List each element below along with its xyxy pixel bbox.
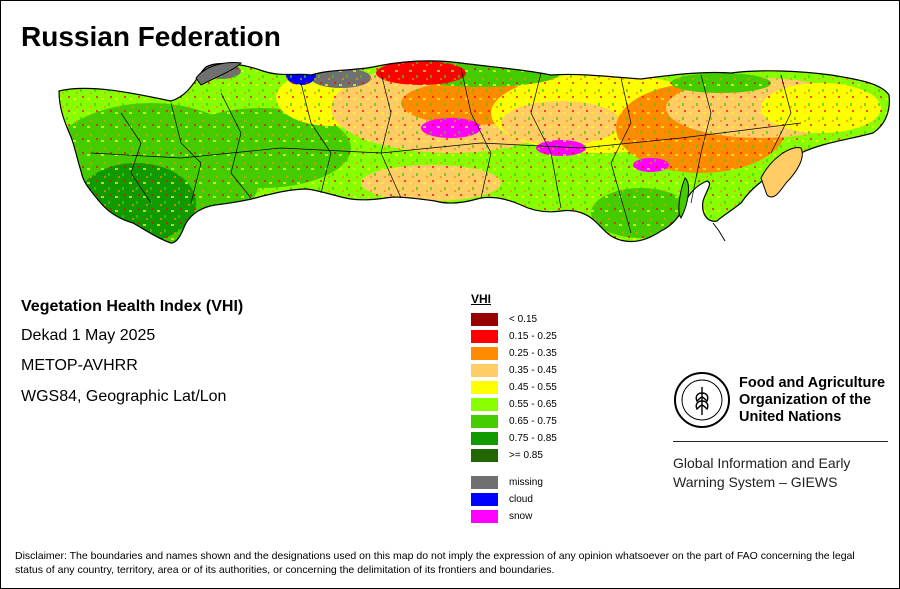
- legend-item: >= 0.85: [471, 446, 543, 463]
- vhi-legend: VHI < 0.15 0.15 - 0.25 0.25 - 0.35 0.35 - 0…: [471, 292, 557, 524]
- legend-label: 0.45 - 0.55: [509, 382, 557, 393]
- legend-label: < 0.15: [509, 314, 538, 325]
- disclaimer: Disclaimer: The boundaries and names sho…: [15, 550, 855, 576]
- legend-label: 0.25 - 0.35: [509, 348, 557, 359]
- legend-item: 0.55 - 0.65: [471, 395, 557, 412]
- legend-label: 0.55 - 0.65: [509, 399, 557, 410]
- legend-special: missing cloud snow: [471, 473, 543, 524]
- fao-name: Food and Agriculture Organization of the…: [739, 375, 885, 426]
- admin-boundaries: [90, 67, 802, 234]
- legend-swatch: [471, 449, 498, 462]
- fao-name-line: United Nations: [739, 409, 842, 425]
- legend-swatch: [471, 476, 498, 489]
- sakhalin-island: [678, 177, 689, 219]
- legend-label: >= 0.85: [509, 450, 543, 461]
- legend-title: VHI: [471, 292, 492, 306]
- map-title: Russian Federation: [21, 21, 281, 52]
- legend-item: 0.65 - 0.75: [471, 412, 557, 429]
- legend-swatch: [471, 510, 498, 523]
- legend-item: 0.35 - 0.45: [471, 361, 557, 378]
- legend-label: snow: [509, 511, 533, 522]
- legend-swatch: [471, 398, 498, 411]
- sensor-label: METOP-AVHRR: [21, 357, 138, 374]
- legend-classes: < 0.15 0.15 - 0.25 0.25 - 0.35 0.35 - 0.45 0…: [471, 310, 557, 463]
- legend-item: snow: [471, 507, 532, 524]
- legend-item: 0.15 - 0.25: [471, 327, 557, 344]
- legend-label: 0.75 - 0.85: [509, 433, 557, 444]
- legend-swatch: [471, 493, 498, 506]
- legend-swatch: [471, 347, 498, 360]
- legend-swatch: [471, 330, 498, 343]
- legend-item: cloud: [471, 490, 533, 507]
- giews-line: Warning System – GIEWS: [673, 474, 838, 490]
- projection-label: WGS84, Geographic Lat/Lon: [21, 388, 227, 405]
- legend-item: missing: [471, 473, 543, 490]
- kamchatka-peninsula: [760, 147, 803, 198]
- legend-swatch: [471, 364, 498, 377]
- index-name: Vegetation Health Index (VHI): [21, 298, 244, 315]
- country-outline: [58, 60, 890, 244]
- fao-divider: [673, 441, 888, 442]
- vhi-map: [1, 53, 899, 253]
- legend-item: < 0.15: [471, 310, 537, 327]
- vhi-map-image: [58, 60, 890, 244]
- novaya-zemlya: [195, 62, 243, 86]
- giews-name: Global Information and Early Warning Sys…: [673, 454, 850, 492]
- legend-item: 0.25 - 0.35: [471, 344, 557, 361]
- legend-label: 0.15 - 0.25: [509, 331, 557, 342]
- legend-label: cloud: [509, 494, 533, 505]
- legend-swatch: [471, 432, 498, 445]
- fao-name-line: Food and Agriculture: [739, 375, 886, 391]
- giews-line: Global Information and Early: [673, 455, 851, 471]
- legend-item: 0.75 - 0.85: [471, 429, 557, 446]
- kuril-islands: [712, 222, 726, 242]
- legend-swatch: [471, 415, 498, 428]
- period-label: Dekad 1 May 2025: [21, 327, 156, 344]
- legend-label: missing: [509, 477, 543, 488]
- legend-label: 0.35 - 0.45: [509, 365, 557, 376]
- legend-swatch: [471, 381, 498, 394]
- fao-name-line: Organization of the: [739, 392, 872, 408]
- legend-item: 0.45 - 0.55: [471, 378, 557, 395]
- legend-label: 0.65 - 0.75: [509, 416, 557, 427]
- fao-logo: [674, 372, 730, 428]
- legend-swatch: [471, 313, 498, 326]
- vhi-raster: [59, 60, 890, 244]
